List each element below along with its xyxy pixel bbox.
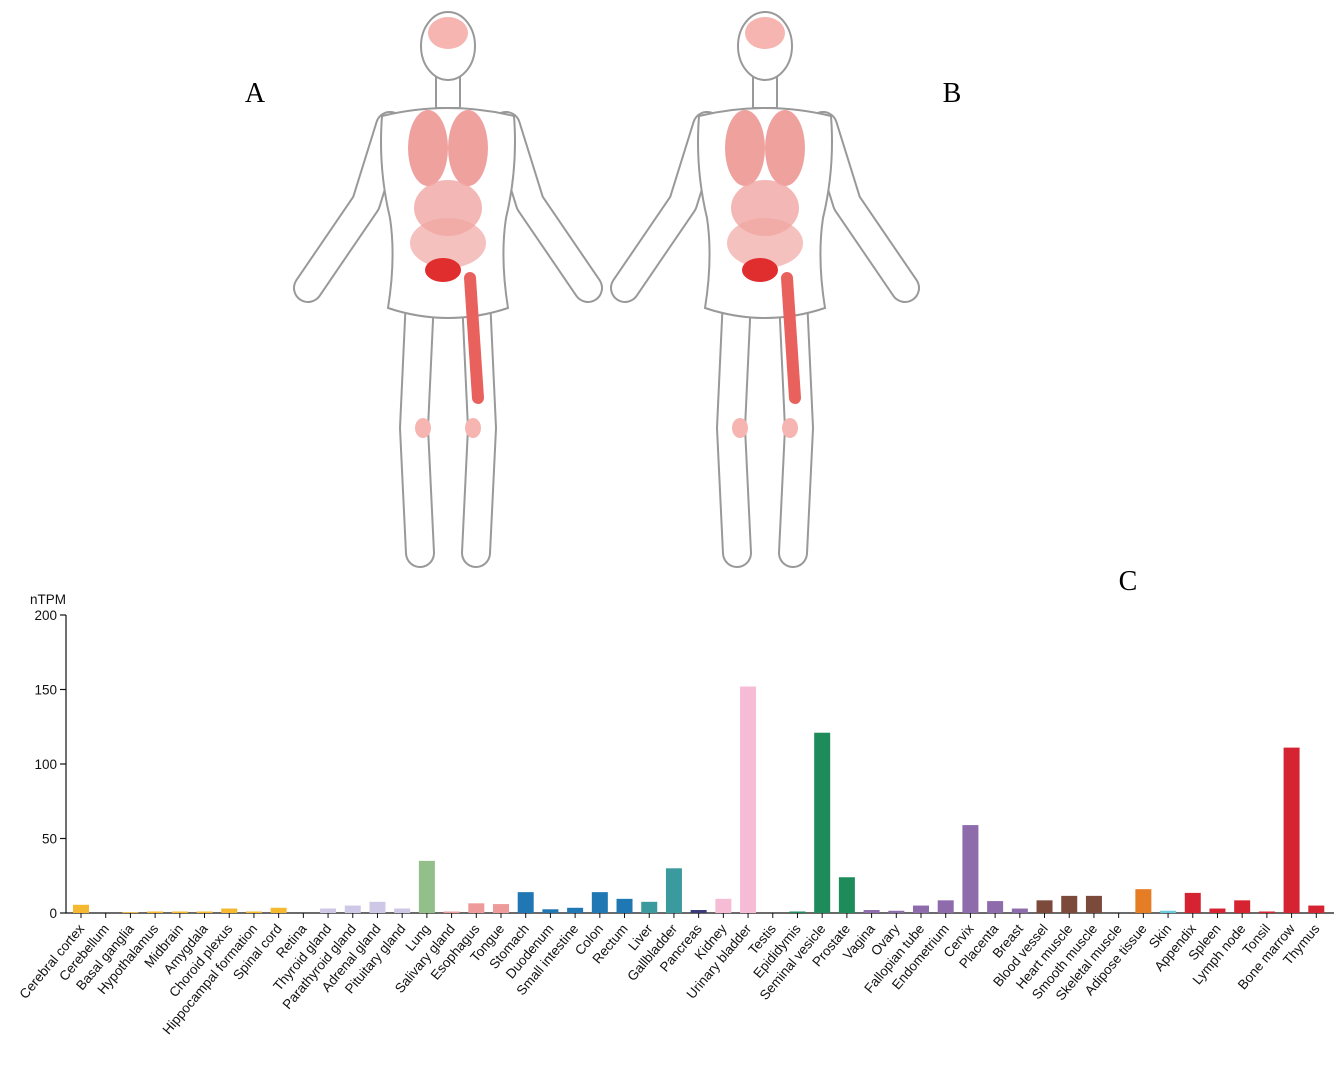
bar [394, 908, 411, 913]
bar [147, 911, 164, 913]
bar [591, 892, 608, 913]
bar [1160, 910, 1177, 913]
bar [270, 907, 287, 913]
bar [320, 908, 337, 913]
y-tick-label: 50 [42, 832, 57, 847]
bar [517, 892, 534, 913]
bar [1184, 892, 1201, 913]
y-tick-label: 0 [49, 906, 57, 921]
bar [1258, 911, 1275, 913]
bar [789, 911, 806, 913]
bar [888, 910, 905, 913]
bar [1036, 900, 1053, 913]
bar [171, 911, 188, 913]
bar [962, 825, 979, 913]
bar [1209, 908, 1226, 913]
panel-label: B [943, 78, 962, 109]
bar [73, 904, 89, 913]
panel-label: A [245, 78, 266, 109]
y-tick-label: 100 [34, 757, 57, 772]
bar [493, 904, 509, 913]
bar [369, 901, 386, 913]
bar [641, 901, 658, 913]
bar [245, 911, 262, 913]
y-tick-label: 200 [34, 608, 57, 623]
bar [1234, 900, 1251, 913]
bar [1061, 895, 1078, 913]
bar [937, 900, 954, 913]
bar [665, 868, 682, 913]
bar [987, 901, 1004, 913]
bar [616, 898, 633, 913]
bar [1308, 905, 1325, 913]
bar [542, 909, 559, 913]
bar [1011, 908, 1028, 913]
bar [344, 905, 361, 913]
bar [740, 686, 757, 913]
bar [567, 907, 584, 913]
bar [838, 877, 855, 913]
bar [1085, 895, 1102, 913]
bar [418, 860, 435, 913]
body-diagram-female [308, 12, 588, 553]
bar [221, 908, 238, 913]
bar [1283, 747, 1300, 913]
bar [715, 898, 732, 913]
panel-label: C [1119, 566, 1138, 597]
bar [814, 732, 831, 913]
bar [443, 911, 460, 913]
body-diagram-male [625, 12, 905, 553]
bar [863, 910, 880, 913]
bar [196, 911, 213, 913]
bar [468, 903, 485, 913]
y-axis-label: nTPM [30, 592, 66, 607]
bar [1135, 889, 1152, 913]
bar [122, 912, 139, 913]
y-tick-label: 150 [34, 683, 57, 698]
bar [690, 910, 707, 913]
bar [913, 905, 929, 913]
